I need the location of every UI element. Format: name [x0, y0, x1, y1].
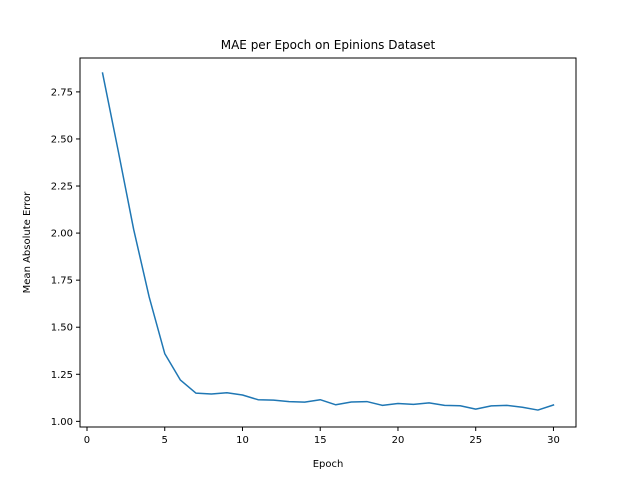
x-tick-label: 0: [84, 435, 90, 446]
y-tick-label: 1.75: [51, 276, 73, 287]
y-tick-label: 1.25: [51, 370, 73, 381]
x-tick-label: 10: [236, 435, 249, 446]
y-tick-label: 2.00: [51, 229, 73, 240]
x-tick-label: 25: [469, 435, 482, 446]
x-tick-label: 5: [162, 435, 168, 446]
chart-title: MAE per Epoch on Epinions Dataset: [221, 38, 436, 52]
axes: 0 5 10 15 20 25 30 1.00 1.25 1.50 1.75 2.00 2.25 2.50…: [51, 87, 560, 446]
series-group: [101, 72, 555, 411]
x-tick-label: 20: [392, 435, 405, 446]
plot-frame: [79, 57, 577, 428]
x-tick-label: 30: [547, 435, 560, 446]
y-tick-label: 1.50: [51, 323, 73, 334]
y-tick-label: 2.50: [51, 134, 73, 145]
y-tick-label: 2.75: [51, 87, 73, 98]
x-tick-label: 15: [314, 435, 327, 446]
series-line: [101, 72, 555, 411]
y-tick-label: 1.00: [51, 417, 73, 428]
x-axis-label: Epoch: [313, 459, 344, 470]
y-axis-label: Mean Absolute Error: [22, 191, 33, 294]
y-tick-label: 2.25: [51, 182, 73, 193]
